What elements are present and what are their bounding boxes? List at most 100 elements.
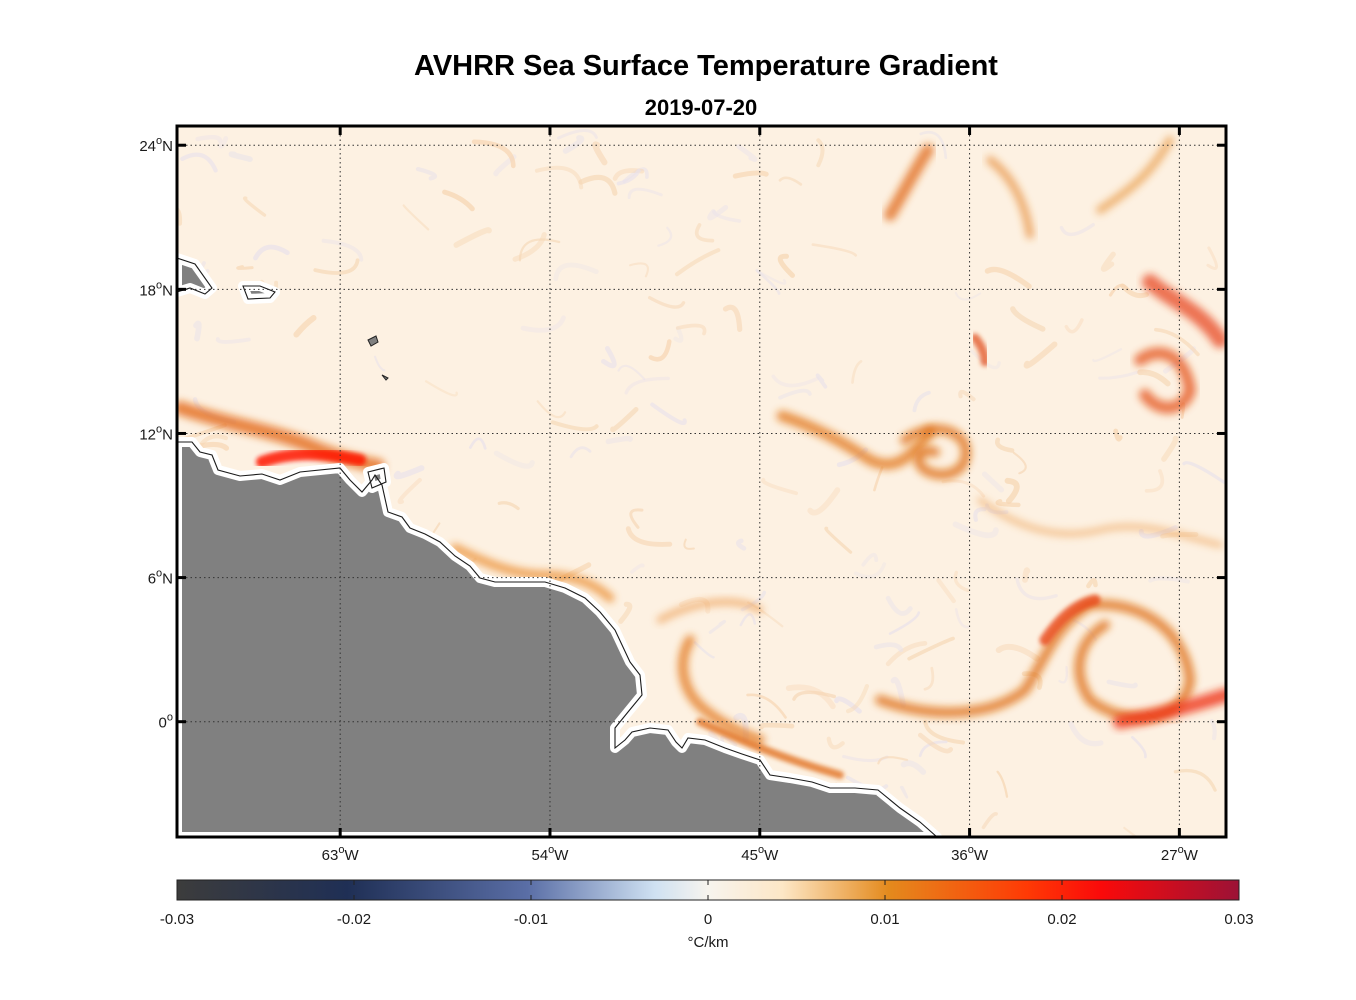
gradient-streak bbox=[195, 134, 223, 143]
gradient-streak bbox=[393, 465, 425, 480]
gradient-streak bbox=[616, 168, 641, 186]
gradient-streak bbox=[755, 269, 781, 295]
gradient-streak bbox=[373, 355, 386, 372]
longitude-label: 45oW bbox=[741, 844, 779, 864]
gradient-streak bbox=[722, 304, 743, 332]
gradient-streak bbox=[771, 374, 820, 388]
gradient-streak bbox=[899, 785, 909, 799]
gradient-streak bbox=[424, 380, 458, 397]
gradient-streak bbox=[785, 684, 836, 710]
gradient-streak bbox=[605, 435, 633, 445]
gradient-streak bbox=[1059, 223, 1095, 237]
gradient-streak bbox=[778, 388, 812, 400]
gradient-streak bbox=[1144, 469, 1165, 493]
front-26w-1n bbox=[1113, 688, 1226, 729]
gradient-streak bbox=[861, 552, 879, 567]
map-area bbox=[177, 126, 1226, 837]
longitude-label: 27oW bbox=[1161, 844, 1199, 864]
gradient-streak bbox=[756, 269, 787, 285]
gradient-streak bbox=[180, 152, 218, 173]
colorbar-tick-label: 0.03 bbox=[1224, 911, 1253, 928]
graticule bbox=[177, 126, 1226, 837]
front-caribbean-core bbox=[256, 448, 366, 468]
gradient-streak bbox=[877, 756, 909, 765]
colorbar-unit-label: °C/km bbox=[688, 934, 729, 951]
gradient-streak bbox=[1004, 477, 1020, 504]
gradient-streak bbox=[648, 296, 686, 309]
gradient-streak bbox=[518, 238, 561, 262]
gradient-streak bbox=[1086, 578, 1098, 589]
gradient-streak bbox=[1148, 576, 1190, 584]
gradient-streak bbox=[758, 722, 795, 730]
gradient-streak bbox=[673, 326, 684, 343]
gradient-streak bbox=[995, 643, 1041, 662]
gradient-streak bbox=[629, 262, 649, 278]
gradient-streak bbox=[816, 138, 825, 168]
gradient-streak bbox=[1206, 246, 1219, 270]
gradient-streak bbox=[617, 364, 646, 381]
gradient-streak bbox=[761, 477, 798, 496]
eddy-37w-11n bbox=[900, 424, 972, 480]
gradient-streak bbox=[569, 446, 592, 459]
gradient-streak bbox=[557, 129, 598, 140]
gradient-streak bbox=[193, 320, 202, 342]
gradient-streak bbox=[550, 420, 599, 432]
gradient-streak bbox=[890, 677, 906, 708]
gradient-streak bbox=[313, 258, 360, 275]
gradient-streak bbox=[1023, 341, 1058, 369]
gradient-streak bbox=[873, 466, 884, 492]
front-38w-5n bbox=[656, 598, 764, 624]
gradient-streak bbox=[941, 479, 986, 498]
gradient-streak bbox=[1100, 251, 1116, 272]
small-islands bbox=[367, 335, 389, 381]
gradient-streak bbox=[919, 131, 948, 160]
gradient-streak bbox=[1092, 348, 1123, 363]
gradient-streak bbox=[995, 437, 1015, 453]
gradient-streak bbox=[578, 174, 618, 196]
gradient-streak bbox=[624, 376, 670, 395]
puerto-rico-coastline bbox=[242, 285, 276, 300]
gradient-streak bbox=[907, 636, 955, 661]
gradient-streak bbox=[984, 266, 1032, 290]
gradient-streak bbox=[453, 227, 492, 248]
gradient-streak bbox=[712, 210, 742, 223]
gradient-streak bbox=[851, 360, 863, 384]
gradient-streak bbox=[900, 760, 927, 775]
gradient-streak bbox=[954, 608, 970, 629]
chart-title: AVHRR Sea Surface Temperature Gradient bbox=[414, 50, 998, 82]
gradient-streak bbox=[215, 337, 251, 344]
gradient-streak bbox=[824, 526, 853, 554]
gradient-streak bbox=[720, 735, 738, 747]
gradient-streak bbox=[952, 521, 999, 539]
gradient-streak bbox=[1068, 721, 1104, 747]
gradient-streak bbox=[996, 770, 1009, 798]
gradient-streak bbox=[648, 339, 672, 362]
front-36w-18n bbox=[970, 333, 990, 367]
front-28w-14n bbox=[1134, 347, 1197, 414]
gradient-streak bbox=[885, 595, 913, 616]
gradient-streak bbox=[1106, 679, 1138, 689]
gradient-streak bbox=[845, 684, 870, 714]
gradient-streak bbox=[958, 389, 976, 402]
gradient-streak bbox=[630, 563, 645, 574]
gradient-streak bbox=[321, 238, 364, 262]
front-shelf bbox=[696, 718, 844, 779]
gradient-streak bbox=[834, 696, 862, 714]
gradient-streak bbox=[534, 165, 584, 190]
gradient-streak bbox=[826, 736, 845, 750]
gradient-streak bbox=[497, 501, 520, 511]
front-46w bbox=[677, 635, 765, 745]
gradient-streak bbox=[610, 407, 639, 433]
front-43w-12n bbox=[776, 410, 936, 470]
gradient-streak bbox=[1209, 719, 1217, 741]
guadeloupe-island bbox=[367, 335, 379, 347]
gradient-streak bbox=[792, 690, 836, 701]
chart-subtitle: 2019-07-20 bbox=[645, 95, 758, 120]
gradient-streak bbox=[693, 641, 715, 659]
gradient-streak bbox=[917, 732, 954, 754]
gradient-streak bbox=[777, 253, 795, 278]
gradient-streak bbox=[592, 141, 608, 166]
gradient-streak bbox=[694, 223, 715, 243]
colorbar-tick-label: -0.03 bbox=[160, 911, 194, 928]
